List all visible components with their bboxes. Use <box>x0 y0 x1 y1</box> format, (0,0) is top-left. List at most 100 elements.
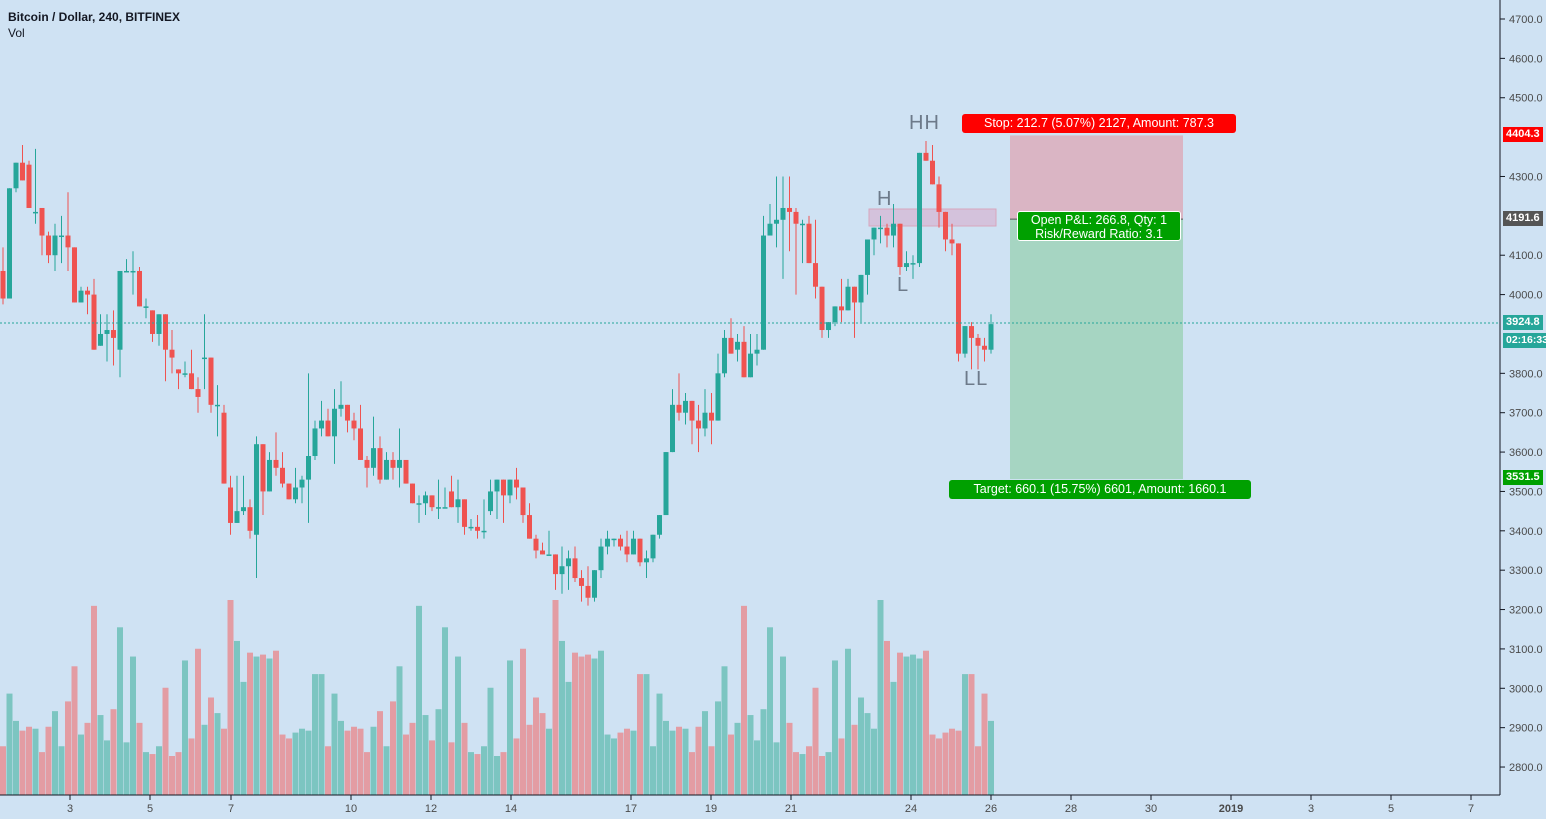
volume-bar <box>786 722 793 795</box>
volume-bar <box>598 650 604 795</box>
candle-body <box>845 286 851 311</box>
volume-bar <box>461 722 468 795</box>
candle-body <box>839 306 844 311</box>
candle-body <box>897 223 903 268</box>
annotation-h[interactable]: H <box>877 188 893 210</box>
candle-body <box>325 420 331 437</box>
volume-bar <box>312 674 318 795</box>
volume-bar <box>689 752 695 795</box>
candle-body <box>273 459 279 468</box>
volume-bar <box>123 742 130 795</box>
volume-bar <box>117 627 123 795</box>
volume-bar <box>838 738 845 795</box>
symbol-title[interactable]: Bitcoin / Dollar, 240, BITFINEX <box>8 10 181 24</box>
annotation-l[interactable]: L <box>897 274 910 296</box>
candle-body <box>540 550 545 555</box>
candle-body <box>39 207 45 236</box>
candle-body <box>280 467 285 484</box>
candle-body <box>319 420 324 429</box>
volume-bar <box>585 654 591 795</box>
candle-body <box>832 306 838 323</box>
target-price-tag: 3531.5 <box>1503 470 1543 485</box>
time-tick-label: 26 <box>985 803 997 815</box>
candle-body <box>865 239 870 275</box>
volume-bar <box>429 740 435 795</box>
target-zone[interactable] <box>1010 219 1183 480</box>
time-tick-label: 12 <box>425 803 437 815</box>
candle-body <box>878 227 883 230</box>
price-tick-label: 3600.0 <box>1509 447 1543 459</box>
candle-body <box>475 526 480 531</box>
time-tick-label: 5 <box>1388 803 1394 815</box>
candle-body <box>202 357 207 360</box>
time-tick-label: 24 <box>905 803 917 815</box>
price-tick-label: 3800.0 <box>1509 368 1543 380</box>
candle-body <box>481 530 487 533</box>
candle-body <box>533 538 539 551</box>
volume-bar <box>52 711 58 795</box>
candle-body <box>852 286 857 303</box>
volume-bar <box>390 701 396 795</box>
volume-bar <box>734 722 741 795</box>
volume-bar <box>331 693 338 795</box>
candle-body <box>52 235 58 256</box>
volume-bar <box>19 730 26 795</box>
candle-body <box>176 369 181 374</box>
time-tick-label: 28 <box>1065 803 1077 815</box>
candle-body <box>247 507 253 531</box>
candle-body <box>494 479 500 492</box>
volume-bar <box>448 742 455 795</box>
volume-bar <box>669 730 676 795</box>
volume-bar <box>351 726 357 795</box>
volume-bar <box>955 730 962 795</box>
candle-body <box>312 428 318 457</box>
volume-bar <box>923 650 929 795</box>
time-tick-label: 7 <box>1468 803 1474 815</box>
candle-body <box>98 333 103 346</box>
candlesticks <box>0 141 994 606</box>
price-tick-label: 4600.0 <box>1509 53 1543 65</box>
candle-body <box>585 585 591 598</box>
stop-zone[interactable] <box>1010 135 1183 220</box>
candle-body <box>715 373 721 421</box>
candle-body <box>189 373 194 390</box>
candle-body <box>351 420 357 429</box>
candle-body <box>429 495 435 508</box>
time-axis[interactable]: 3 5 7 10 12 14 17 19 21 24 26 28 30 2019 3 5 7 <box>67 795 1474 815</box>
position-zones <box>868 135 1183 480</box>
resistance-zone-box[interactable] <box>868 208 997 227</box>
candle-body <box>761 235 766 350</box>
candle-body <box>670 404 675 453</box>
volume-bar <box>84 722 91 795</box>
indicator-label[interactable]: Vol <box>8 26 25 40</box>
candle-body <box>709 412 714 421</box>
volume-bar <box>721 666 728 795</box>
candle-body <box>676 404 682 413</box>
volume-bar <box>273 650 279 795</box>
stop-label[interactable]: Stop: 212.7 (5.07%) 2127, Amount: 787.3 <box>962 114 1236 133</box>
pnl-label[interactable]: Open P&L: 266.8, Qty: 1 Risk/Reward Rati… <box>1017 211 1181 241</box>
candle-body <box>741 341 747 378</box>
volume-bar <box>247 652 253 795</box>
price-tick-label: 4000.0 <box>1509 290 1543 302</box>
volume-bar <box>97 715 104 795</box>
candle-body <box>78 290 84 303</box>
candle-body <box>449 491 454 508</box>
volume-bar <box>864 713 871 795</box>
price-tick-label: 4700.0 <box>1509 14 1543 26</box>
annotation-ll[interactable]: LL <box>964 368 989 390</box>
candle-body <box>7 188 12 299</box>
volume-bar <box>396 666 403 795</box>
volume-bar <box>71 666 78 795</box>
volume-bar <box>182 660 188 795</box>
stop-price-tag: 4404.3 <box>1503 127 1543 142</box>
volume-bar <box>325 746 331 795</box>
candle-body <box>514 479 519 488</box>
price-axis[interactable]: 4700.0 4600.0 4500.0 4300.0 4100.0 4000.0 3800… <box>1500 14 1543 774</box>
last-price-tag: 3924.8 <box>1503 315 1543 330</box>
candle-body <box>169 349 175 358</box>
annotation-hh[interactable]: HH <box>909 112 940 134</box>
target-label[interactable]: Target: 660.1 (15.75%) 6601, Amount: 166… <box>949 480 1251 499</box>
time-tick-label: 19 <box>705 803 717 815</box>
